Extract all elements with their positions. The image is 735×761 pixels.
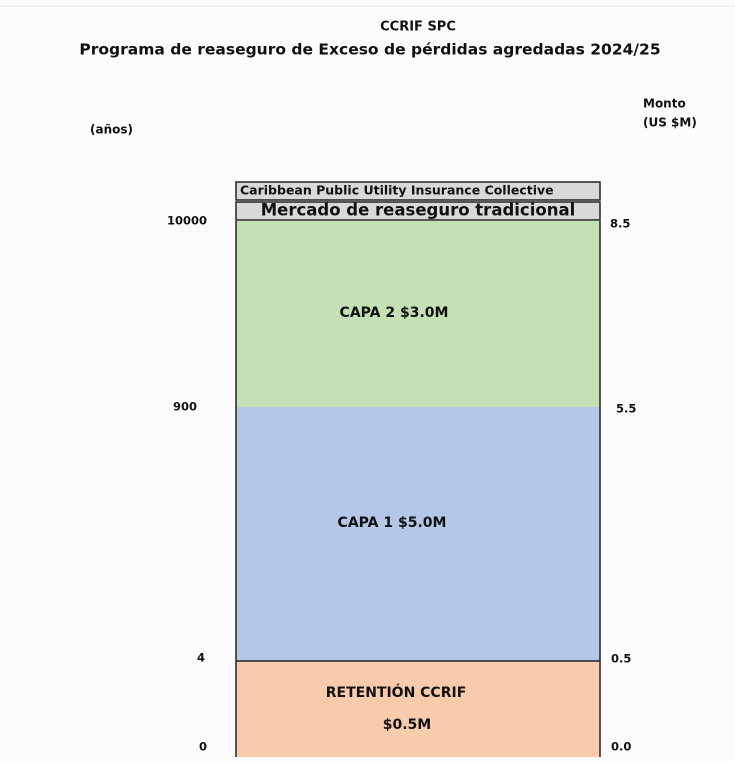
right-axis-label: (US $M) <box>643 116 697 130</box>
left-tick-label: 4 <box>197 651 205 665</box>
right-tick-label: 0.0 <box>611 740 631 754</box>
layer-label: $0.5M <box>383 717 431 733</box>
right-tick-label: 8.5 <box>610 217 630 231</box>
layer-label: Caribbean Public Utility Insurance Colle… <box>240 183 554 198</box>
left-tick-label: 900 <box>173 400 197 414</box>
layer-label: Mercado de reaseguro tradicional <box>261 201 575 220</box>
right-axis-label: Monto <box>643 97 686 111</box>
layer-label: CAPA 2 $3.0M <box>340 305 449 321</box>
layer-box <box>235 181 601 201</box>
left-tick-label: 0 <box>199 740 207 754</box>
layer-label: RETENTIÓN CCRIF <box>326 683 467 701</box>
layer-box <box>236 661 600 757</box>
layer-box <box>236 221 600 407</box>
layer-label: CAPA 1 $5.0M <box>338 515 447 531</box>
right-tick-label: 0.5 <box>611 652 631 666</box>
right-tick-label: 5.5 <box>616 402 636 416</box>
left-tick-label: 10000 <box>167 214 207 228</box>
layer-box <box>235 201 601 221</box>
title: CCRIF SPC <box>380 20 456 35</box>
layer-box <box>236 407 600 661</box>
subtitle: Programa de reaseguro de Exceso de pérdi… <box>79 41 660 59</box>
left-axis-label: (años) <box>90 123 133 137</box>
